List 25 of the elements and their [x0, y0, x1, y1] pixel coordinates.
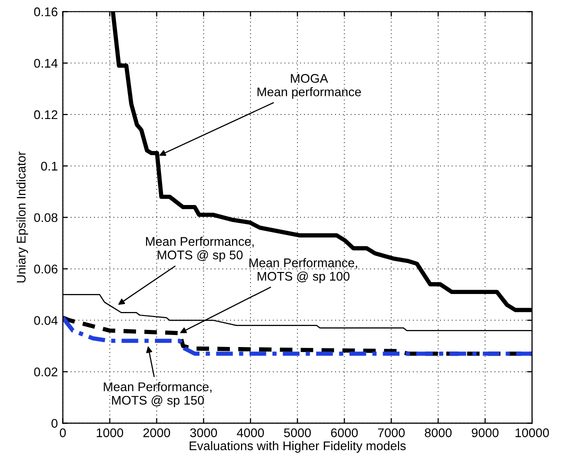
y-axis-title: Uniary Epsilon Indicator — [16, 152, 28, 282]
x-tick-label: 2000 — [143, 428, 170, 438]
y-tick-label: 0.14 — [34, 58, 58, 68]
x-tick-label: 5000 — [284, 428, 311, 438]
annotation: Mean Performance, MOTS @ sp 150 — [104, 382, 212, 408]
x-tick-label: 10000 — [516, 428, 549, 438]
x-tick-label: 3000 — [190, 428, 218, 438]
annotation: MOGA Mean performance — [258, 74, 361, 99]
x-tick-label: 7000 — [378, 428, 405, 438]
x-tick-label: 8000 — [424, 428, 452, 438]
y-tick-label: 0.16 — [34, 7, 58, 16]
y-tick-label: 0.02 — [34, 368, 58, 376]
y-tick-label: 0.12 — [34, 110, 58, 120]
y-tick-label: 0.08 — [34, 213, 58, 222]
y-tick-label: 0 — [52, 418, 58, 428]
x-tick-label: 0 — [60, 428, 66, 438]
x-axis-title: Evaluations with Higher Fidelity models — [190, 441, 406, 453]
y-tick-label: 0.06 — [34, 264, 58, 274]
x-tick-label: 4000 — [236, 428, 264, 438]
x-tick-label: 6000 — [331, 428, 358, 438]
x-tick-label: 1000 — [96, 428, 124, 438]
x-tick-label: 9000 — [472, 428, 499, 438]
annotation: Mean Performance, MOTS @ sp 100 — [249, 258, 358, 284]
y-tick-label: 0.04 — [34, 316, 58, 325]
y-tick-label: 0.1 — [41, 162, 58, 171]
